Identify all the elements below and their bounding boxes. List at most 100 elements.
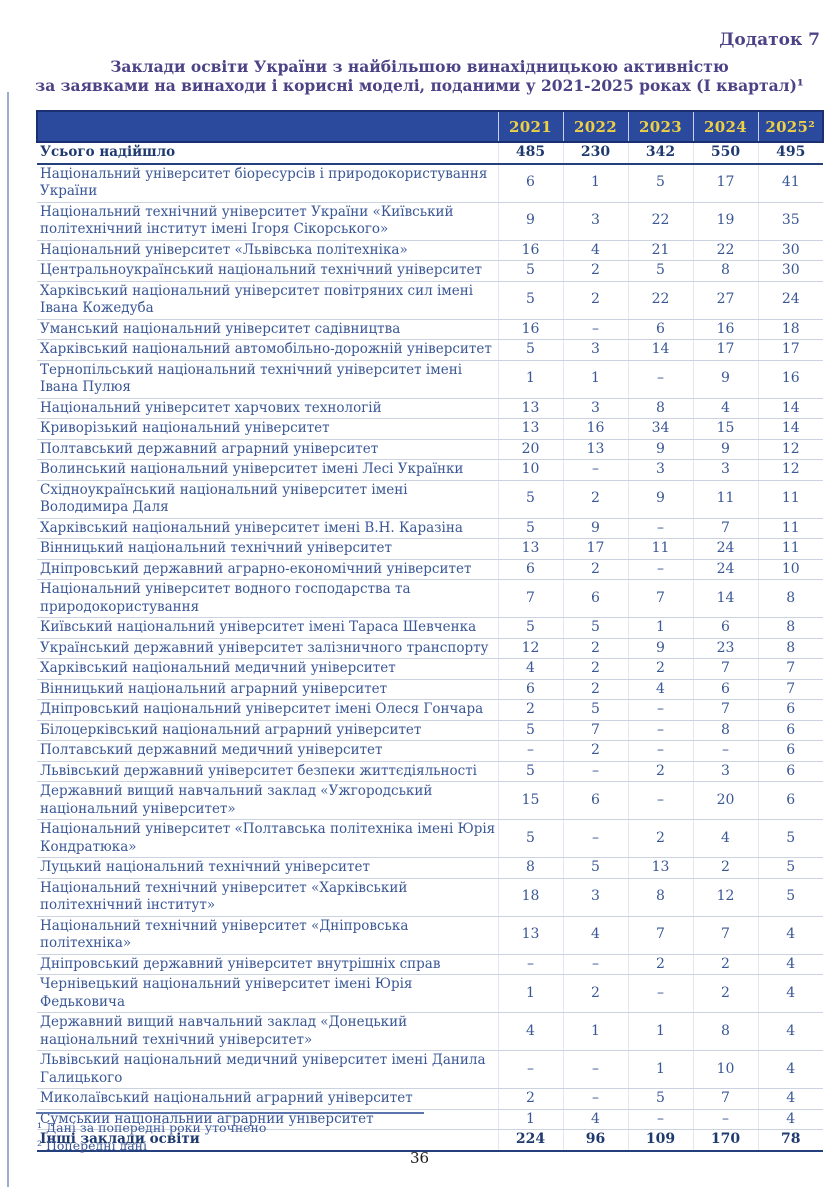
value-cell: 24 (692, 559, 758, 580)
table-row: Дніпровський державний аграрно-економічн… (37, 559, 823, 580)
institution-name-cell: Вінницький національний аграрний універс… (37, 679, 498, 700)
value-cell: 1 (562, 163, 628, 203)
footnotes: ¹ Дані за попередні роки уточнено ² Попер… (37, 1119, 266, 1155)
value-cell: 12 (757, 459, 823, 481)
table-row: Дніпровський державний університет внутр… (37, 954, 823, 975)
institution-name-cell: Львівський державний університет безпеки… (37, 761, 498, 782)
value-cell: 8 (692, 260, 758, 282)
value-cell: 35 (757, 202, 823, 241)
institution-name-cell: Чернівецький національний університет ім… (37, 974, 498, 1013)
value-cell: 4 (692, 819, 758, 858)
value-cell: 12 (757, 439, 823, 460)
institution-name-cell: Український державний університет залізн… (37, 638, 498, 659)
institution-name-cell: Державний вищий навчальний заклад «Донец… (37, 1012, 498, 1051)
value-cell: 8 (757, 638, 823, 659)
value-cell: 34 (627, 418, 693, 440)
value-cell: 6 (692, 617, 758, 639)
value-cell: 1 (497, 1109, 563, 1130)
value-cell: 6 (562, 781, 628, 820)
value-cell: 7 (692, 518, 758, 539)
value-cell: 10 (757, 559, 823, 580)
year-column-header: 2025² (757, 110, 824, 143)
value-cell: 13 (562, 439, 628, 460)
institution-name-cell: Луцький національний технічний університ… (37, 857, 498, 879)
value-cell: 11 (692, 480, 758, 519)
value-cell: 6 (757, 761, 823, 782)
institution-name-cell: Східноукраїнський національний університ… (37, 480, 498, 519)
table-row: Інші заклади освіти 224 96 109 170 78 (37, 1129, 823, 1152)
value-cell: 18 (497, 878, 563, 917)
value-cell: 5 (497, 339, 563, 361)
value-cell: 9 (627, 638, 693, 659)
value-cell: 1 (627, 1012, 693, 1051)
value-cell: 16 (757, 360, 823, 399)
value-cell: 1 (497, 360, 563, 399)
value-cell: 342 (627, 142, 693, 165)
value-cell: 12 (692, 878, 758, 917)
institution-name-cell: Вінницький національний технічний універ… (37, 538, 498, 560)
value-cell: 2 (562, 638, 628, 659)
value-cell: 4 (757, 916, 823, 955)
value-cell: 78 (757, 1129, 823, 1152)
value-cell: – (627, 360, 693, 399)
value-cell: 2 (627, 761, 693, 782)
table-row: Національний університет харчових технол… (37, 398, 823, 419)
value-cell: 7 (627, 916, 693, 955)
value-cell: 2 (692, 857, 758, 879)
value-cell: 6 (757, 740, 823, 762)
value-cell: 4 (562, 240, 628, 261)
table-row: Вінницький національний аграрний універс… (37, 679, 823, 700)
universities-table: 2021 2022 2023 2024 2025² Усього надійшло 4 8 5… (36, 110, 824, 1152)
table-row: Український державний університет залізн… (37, 638, 823, 659)
value-cell: 20 (692, 781, 758, 820)
value-cell: 2 (562, 480, 628, 519)
table-header-row: 2021 2022 2023 2024 2025² (36, 110, 824, 143)
value-cell: – (497, 954, 563, 975)
table-row: Національний університет «Львівська полі… (37, 240, 823, 261)
value-cell: 2 (627, 819, 693, 858)
value-cell: 14 (757, 398, 823, 419)
table-row: Дніпровський національний університет ім… (37, 699, 823, 721)
value-cell: 10 (497, 459, 563, 481)
value-cell: 9 (497, 202, 563, 241)
value-cell: 9 (692, 360, 758, 399)
year-column-header: 2022 (562, 110, 628, 143)
value-cell: 23 (692, 638, 758, 659)
value-cell: 6 (692, 679, 758, 700)
value-cell: 5 (497, 518, 563, 539)
value-cell: 2 (562, 974, 628, 1013)
value-cell: 2 (497, 1088, 563, 1110)
value-cell: 11 (757, 538, 823, 560)
value-cell: 230 (562, 142, 628, 165)
value-cell: 109 (627, 1129, 693, 1152)
institution-name-cell: Національний університет біоресурсів і п… (37, 163, 498, 203)
value-cell: – (562, 819, 628, 858)
value-cell: 13 (497, 418, 563, 440)
footnote-line: ¹ Дані за попередні роки уточнено (37, 1120, 267, 1135)
value-cell: 16 (497, 240, 563, 261)
value-cell: 19 (692, 202, 758, 241)
value-cell: 5 (497, 480, 563, 519)
value-cell: 18 (757, 319, 823, 340)
institution-name-cell: Полтавський державний аграрний університ… (37, 439, 498, 460)
value-cell: 4 (497, 658, 563, 680)
value-cell: – (562, 1050, 628, 1089)
year-column-header: 2024 (692, 110, 758, 143)
page-number: 36 (409, 1149, 430, 1167)
institution-name-cell: Полтавський державний медичний університ… (37, 740, 498, 762)
value-cell: 4 (757, 974, 823, 1013)
value-cell: 8 (757, 579, 823, 618)
institution-name-cell: Усього надійшло (37, 142, 498, 165)
value-cell: 1 (562, 1012, 628, 1051)
value-cell: 24 (692, 538, 758, 560)
value-cell: 11 (757, 518, 823, 539)
value-cell: – (562, 319, 628, 340)
value-cell: 9 (692, 439, 758, 460)
value-cell: 4 (627, 679, 693, 700)
value-cell: – (627, 518, 693, 539)
value-cell: 2 (627, 954, 693, 975)
table-row: Чернівецький національний університет ім… (37, 974, 823, 1013)
value-cell: 3 (562, 202, 628, 241)
institution-name-cell: Уманський національний університет садів… (37, 319, 498, 340)
value-cell: 2 (692, 974, 758, 1013)
